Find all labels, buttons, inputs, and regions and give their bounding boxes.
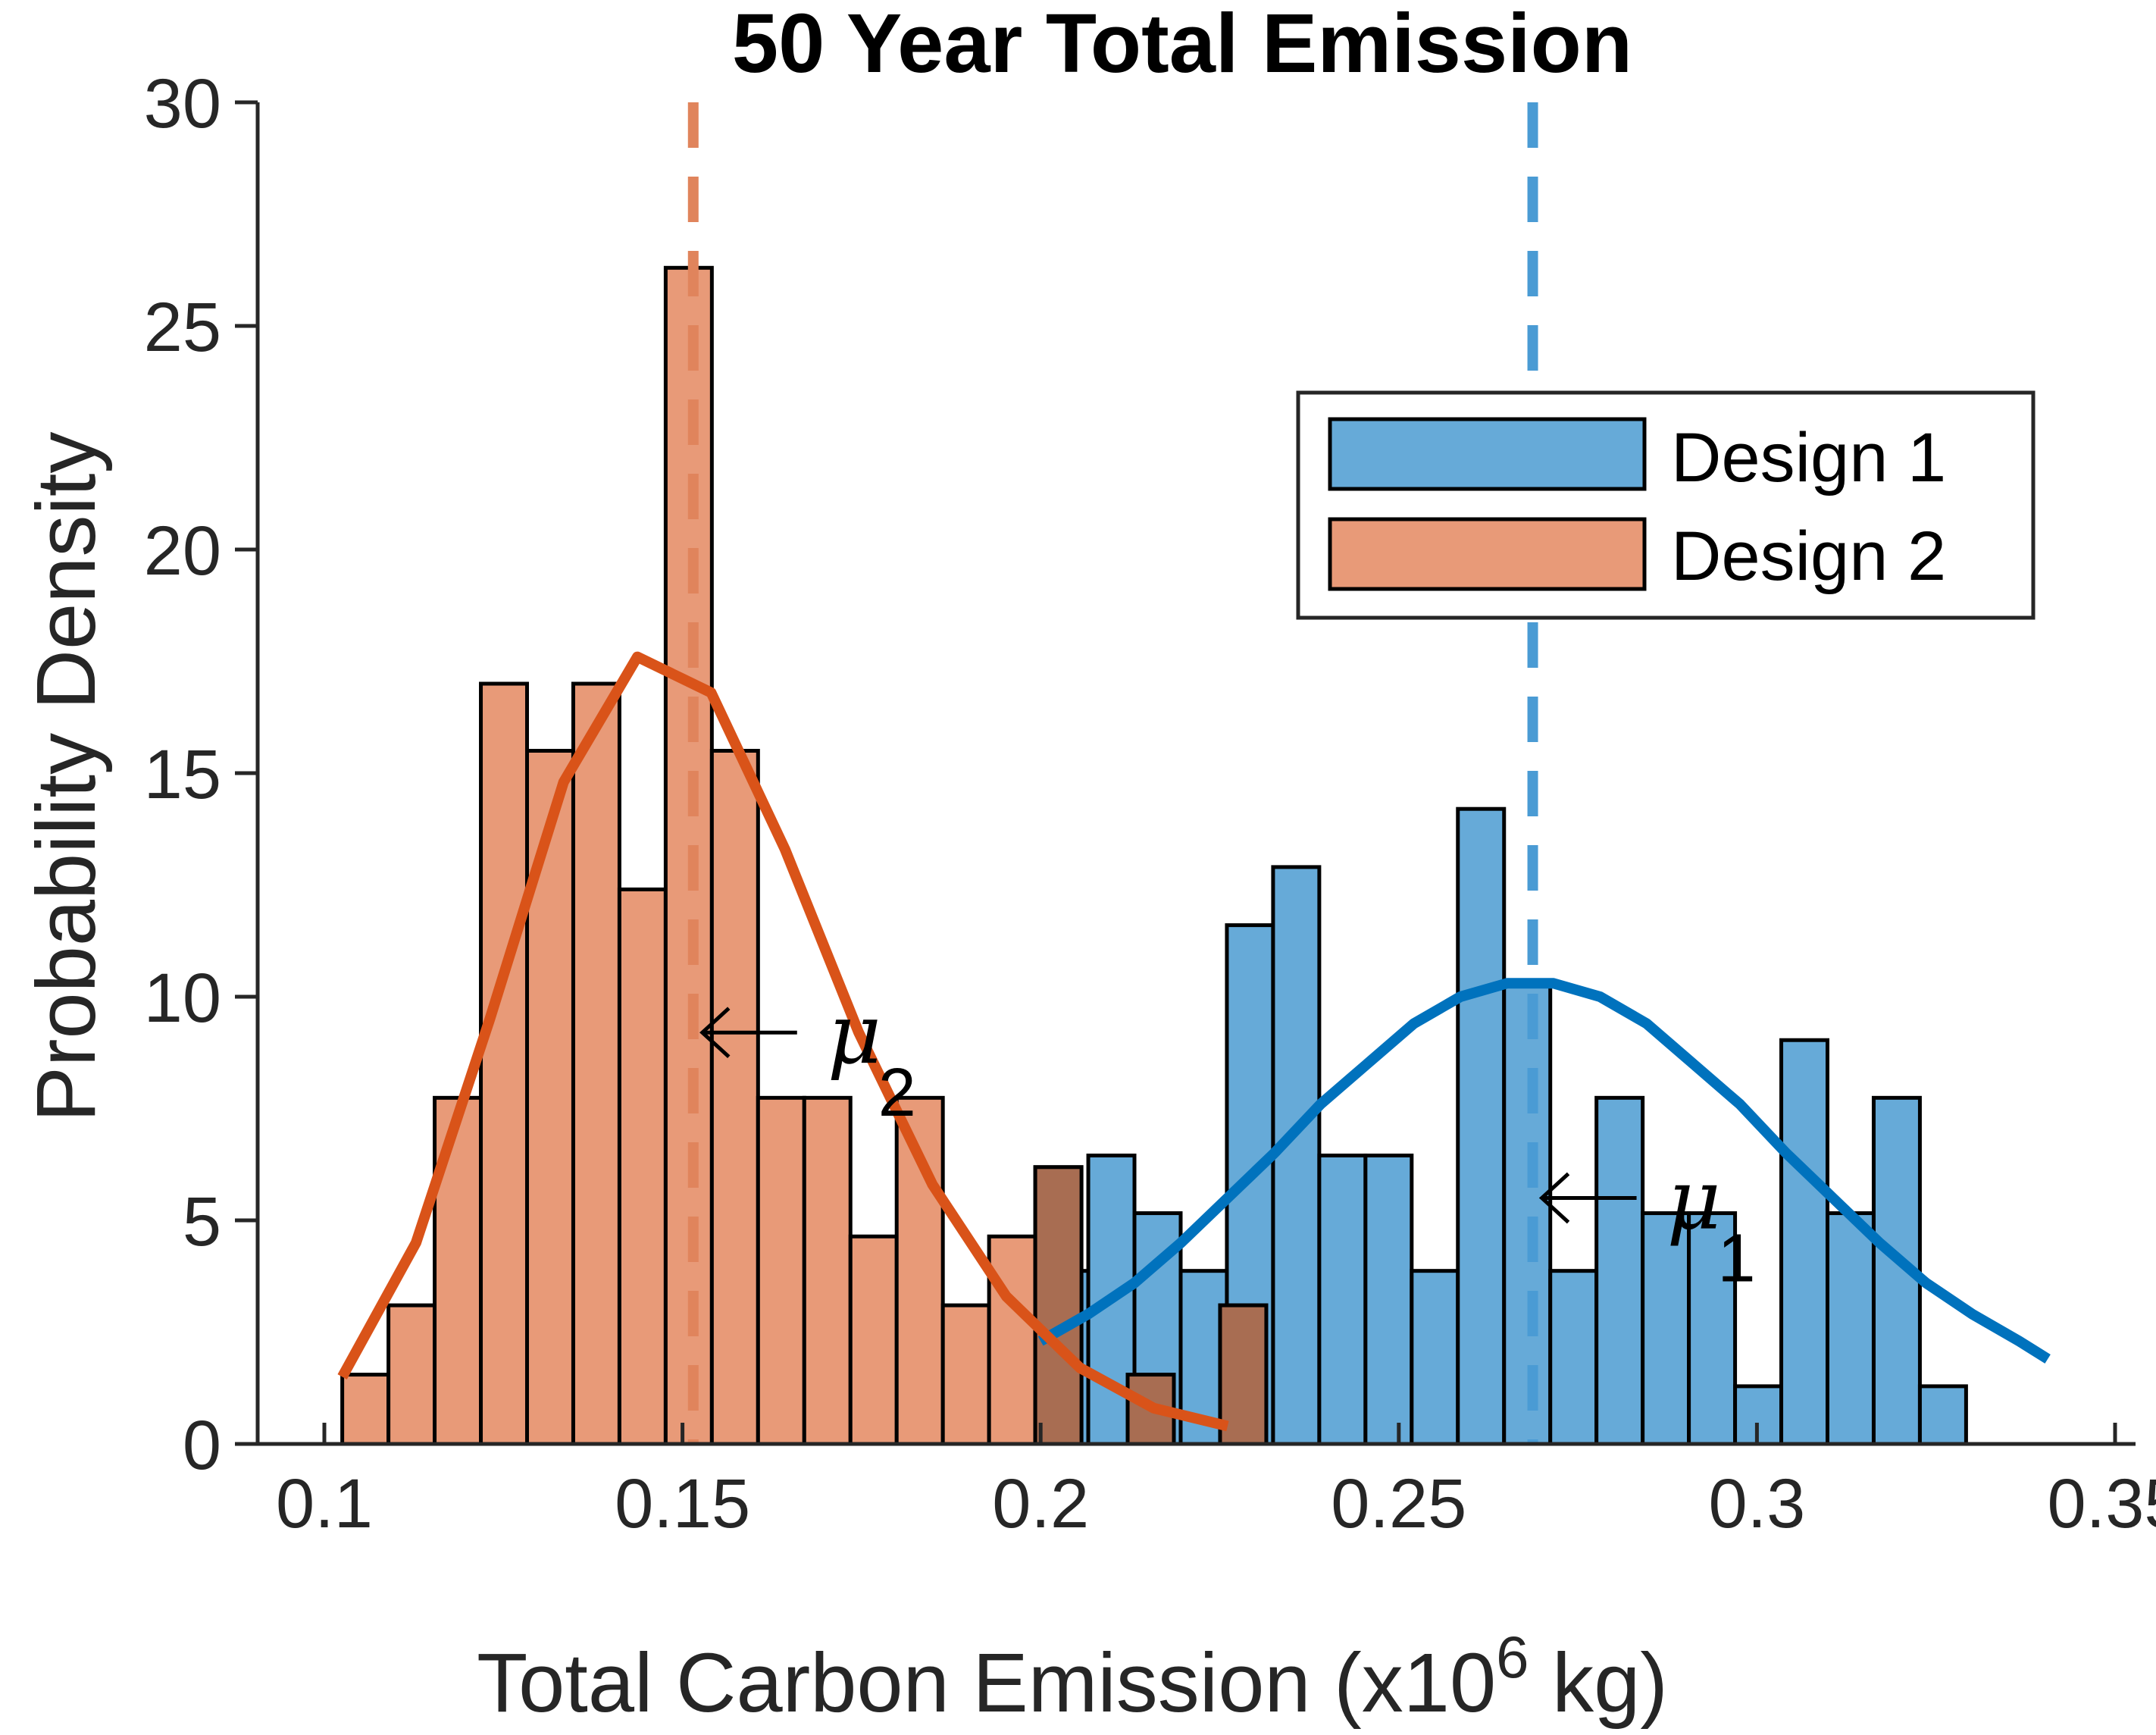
bar-design-2-10 — [802, 1095, 853, 1446]
bar-design-1-11 — [1548, 1269, 1599, 1446]
y-tick-label-5: 25 — [144, 289, 221, 366]
bar-design-1-9 — [1456, 806, 1507, 1446]
bar-design-2-13 — [940, 1303, 991, 1446]
bar-design-2-8 — [709, 749, 760, 1446]
fit-curves — [337, 651, 2051, 1432]
y-tick-label-1: 5 — [183, 1183, 221, 1261]
x-tick-label-2: 0.2 — [992, 1465, 1089, 1542]
annotation-arrowhead-1 — [1538, 1172, 1570, 1224]
y-tick-label-3: 15 — [144, 736, 221, 813]
y-tick-label-6: 30 — [144, 65, 221, 142]
legend-label-design-1: Design 1 — [1671, 419, 1946, 496]
bar-design-2-14 — [987, 1234, 1037, 1446]
bar-design-1-7 — [1363, 1153, 1414, 1446]
bar-design-1-10 — [1502, 981, 1553, 1446]
legend: Design 1 Design 2 — [1296, 390, 2036, 620]
bar-design-2-3 — [479, 681, 529, 1446]
legend-label-design-2: Design 2 — [1671, 518, 1946, 595]
bar-design-2-4 — [524, 749, 575, 1446]
y-tick-label-0: 0 — [183, 1407, 221, 1484]
bar-design-1-17 — [1826, 1211, 1876, 1446]
bar-design-2-0 — [340, 1373, 391, 1446]
bar-design-2-12 — [894, 1095, 945, 1446]
mean-label-subscript-1: 1 — [1718, 1221, 1756, 1297]
axes: 0 5 10 15 20 25 30 0.1 0.15 0.2 0.25 0.3 0.35 — [144, 65, 2156, 1542]
x-tick-label-1: 0.15 — [615, 1465, 750, 1542]
mean-label-1: μ — [1667, 1151, 1722, 1248]
bar-design-1-16 — [1779, 1038, 1830, 1446]
bar-design-1-5 — [1271, 865, 1322, 1446]
bars-layer — [340, 265, 1968, 1446]
x-axis-label-exponent: 6 — [1496, 1624, 1529, 1690]
mean-lines — [687, 102, 1538, 1444]
bar-design-1-6 — [1317, 1153, 1368, 1446]
bar-design-1-8 — [1410, 1269, 1460, 1446]
mean-label-2: μ — [828, 985, 882, 1082]
bar-design-2-11 — [848, 1234, 899, 1446]
bar-design-1-19 — [1917, 1384, 1968, 1446]
x-axis-label-main: Total Carbon Emission (x10 — [477, 1636, 1496, 1730]
y-tick-label-4: 20 — [144, 512, 221, 590]
bar-design-1-12 — [1594, 1095, 1645, 1446]
bar-design-2-5 — [571, 681, 621, 1446]
y-axis-label: Probability Density — [20, 432, 113, 1123]
bar-overlap-15 — [1033, 1165, 1084, 1446]
bar-design-2-9 — [756, 1095, 806, 1446]
fit-curve-design-1 — [1037, 978, 2051, 1364]
legend-swatch-design-2 — [1328, 517, 1647, 591]
mean-label-subscript-2: 2 — [878, 1055, 916, 1131]
x-axis-label: Total Carbon Emission (x106 kg) — [477, 1624, 1668, 1730]
x-tick-label-4: 0.3 — [1708, 1465, 1805, 1542]
legend-swatch-design-1 — [1328, 417, 1647, 491]
bar-design-2-6 — [617, 887, 668, 1446]
annotation-arrowhead-2 — [699, 1007, 731, 1059]
bar-design-2-1 — [386, 1303, 437, 1446]
x-tick-label-0: 0.1 — [276, 1465, 373, 1542]
x-axis-label-unit: kg) — [1529, 1636, 1668, 1730]
chart-title: 50 Year Total Emission — [732, 0, 1632, 90]
y-tick-label-2: 10 — [144, 960, 221, 1037]
fit-curve-design-2 — [337, 651, 1229, 1432]
x-tick-label-5: 0.35 — [2047, 1465, 2156, 1542]
x-tick-label-3: 0.25 — [1331, 1465, 1466, 1542]
